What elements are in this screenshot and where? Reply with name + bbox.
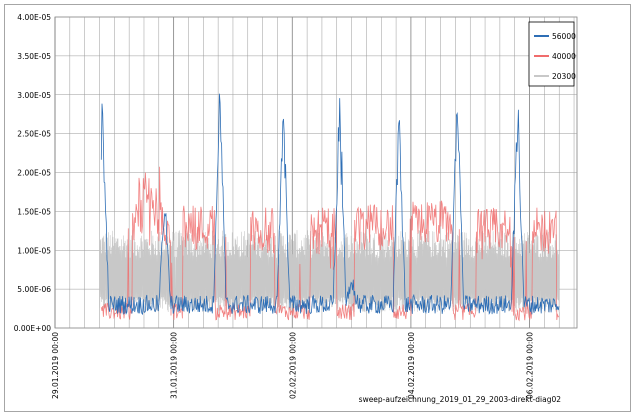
x-tick-label: 02.02.2019 00:00 (288, 332, 297, 399)
line-chart: 0.00E+00 5.00E-06 1.00E-05 1.50E-05 2.00E-05… (14, 13, 578, 404)
y-tick-label: 2.00E-05 (17, 169, 51, 178)
chart-caption: sweep-aufzeichnung_2019_01_29_2003-direk… (359, 395, 562, 404)
y-tick-label: 3.00E-05 (17, 91, 51, 100)
y-tick-label: 0.00E+00 (14, 324, 51, 333)
chart-frame: 0.00E+00 5.00E-06 1.00E-05 1.50E-05 2.00E-05… (4, 4, 631, 412)
x-tick-label: 29.01.2019 00:00 (51, 332, 60, 399)
y-tick-label: 3.50E-05 (17, 52, 51, 61)
series-line-40000 (100, 166, 560, 322)
legend-label-40000: 40000 (552, 52, 576, 61)
y-tick-label: 1.50E-05 (17, 207, 51, 216)
y-tick-label: 4.00E-05 (17, 13, 51, 22)
x-tick-label: 04.02.2019 00:00 (407, 332, 416, 399)
x-tick-label: 31.01.2019 00:00 (170, 332, 179, 399)
y-tick-label: 2.50E-05 (17, 130, 51, 139)
series-line-56000 (100, 93, 560, 316)
y-tick-label: 1.00E-05 (17, 246, 51, 255)
y-tick-label: 5.00E-06 (17, 285, 51, 294)
x-tick-label: 06.02.2019 00:00 (526, 332, 535, 399)
legend-label-20300: 20300 (552, 72, 576, 81)
legend-label-56000: 56000 (552, 32, 576, 41)
